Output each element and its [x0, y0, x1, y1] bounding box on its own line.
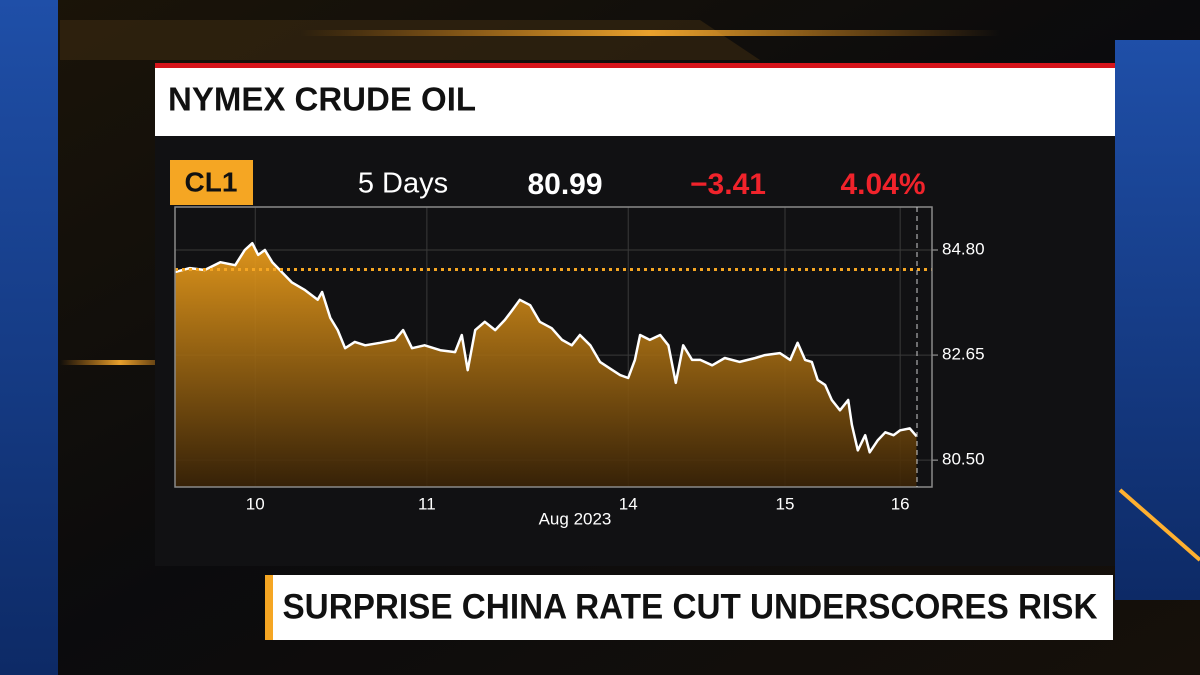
plot-frame [174, 206, 933, 488]
title-bar [155, 65, 1115, 136]
chart-title: NYMEX CRUDE OIL [168, 81, 476, 118]
decor [60, 20, 760, 60]
x-tick-label: 10 [246, 494, 265, 513]
percent-change: 4.04% [840, 168, 925, 201]
left-screen [0, 0, 58, 675]
y-tick-label: 80.50 [942, 450, 985, 469]
ticker-badge [170, 160, 253, 205]
x-tick-label: 14 [619, 494, 638, 513]
ticker: CL1 [185, 166, 238, 197]
price-change: −3.41 [690, 168, 766, 201]
decor-streak [1118, 488, 1200, 562]
decor-streak [60, 360, 180, 365]
x-tick-label: 16 [891, 494, 910, 513]
x-axis-label: Aug 2023 [539, 509, 612, 528]
price-line [174, 241, 918, 454]
headline-accent [265, 575, 273, 640]
y-tick-label: 82.65 [942, 345, 985, 364]
plot: 80.50 82.65 84.80 10 11 14 15 16 [174, 207, 985, 513]
right-screen [1115, 40, 1200, 600]
decor-streak [300, 30, 1000, 36]
x-tick-label: 15 [776, 494, 795, 513]
headline: SURPRISE CHINA RATE CUT UNDERSCORES RISK [283, 587, 1098, 626]
area-fill [175, 243, 917, 487]
period: 5 Days [358, 168, 448, 200]
title-accent [155, 63, 1115, 68]
last-price: 80.99 [527, 168, 602, 201]
headline-bar [265, 575, 1113, 640]
x-tick-label: 11 [418, 494, 436, 513]
y-tick-label: 84.80 [942, 239, 985, 258]
